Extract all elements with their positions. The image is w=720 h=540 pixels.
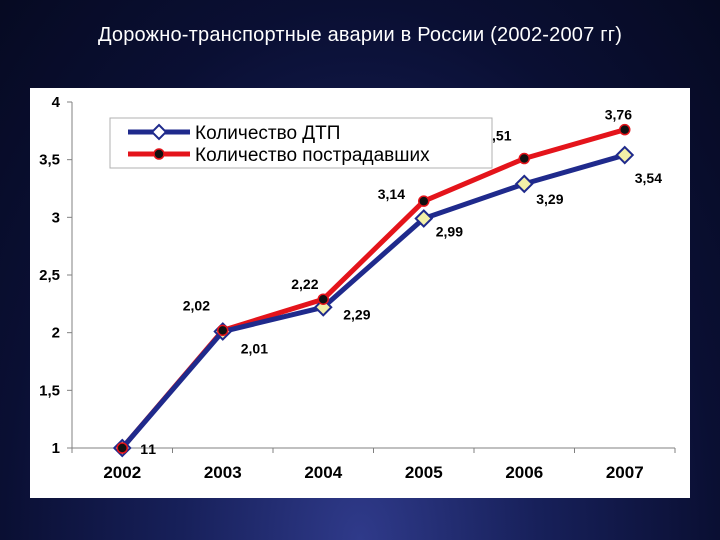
y-tick-label: 2 <box>52 325 60 342</box>
slide-title: Дорожно-транспортные аварии в России (20… <box>97 24 623 46</box>
x-tick-label: 2004 <box>304 463 342 482</box>
data-label-victims: 2,02 <box>183 297 210 313</box>
y-tick-label: 3 <box>52 209 60 226</box>
data-label-victims: 2,22 <box>291 276 318 292</box>
x-tick-label: 2003 <box>204 463 242 482</box>
y-tick-label: 3,5 <box>39 152 60 169</box>
marker-dtp <box>514 174 534 194</box>
x-tick-label: 2007 <box>606 463 644 482</box>
marker-victims <box>116 442 128 454</box>
legend-box <box>109 117 493 169</box>
x-tick-label: 2006 <box>505 463 543 482</box>
data-label-victims: 3,14 <box>378 186 405 202</box>
series-line-dtp <box>120 152 626 450</box>
y-tick-label: 1,5 <box>39 382 60 399</box>
x-tick-label: 2002 <box>103 463 141 482</box>
data-label-dtp: 3,29 <box>536 191 563 207</box>
y-tick-label: 1 <box>52 440 60 457</box>
marker-dtp <box>615 145 635 165</box>
marker-victims <box>317 293 329 305</box>
legend-marker-dtp <box>150 123 168 141</box>
data-label-dtp: 2,29 <box>343 306 370 322</box>
legend-label-dtp: Количество ДТП <box>195 123 340 144</box>
marker-victims <box>518 152 530 165</box>
marker-victims <box>418 195 430 207</box>
data-label-dtp: 2,01 <box>241 341 268 357</box>
data-label-dtp: 3,54 <box>635 170 662 186</box>
y-tick-label: 4 <box>52 94 61 111</box>
chart-panel: 1 1,5 2 2,5 3 3,5 4 2002 2003 2004 2005 2006 2007 1 2,… <box>30 88 690 498</box>
marker-victims <box>619 123 631 136</box>
x-tick-label: 2005 <box>405 463 443 482</box>
data-label-dtp: 1 <box>140 441 148 457</box>
marker-dtp <box>414 209 434 228</box>
marker-victims <box>217 324 229 337</box>
data-label-victims: 3,76 <box>605 107 632 123</box>
legend-label-victims: Количество пострадавших <box>195 145 430 166</box>
y-tick-label: 2,5 <box>39 267 60 284</box>
data-label-dtp: 2,99 <box>436 223 463 239</box>
data-label-victims: 1 <box>148 441 156 457</box>
legend-marker-victims <box>153 148 165 160</box>
